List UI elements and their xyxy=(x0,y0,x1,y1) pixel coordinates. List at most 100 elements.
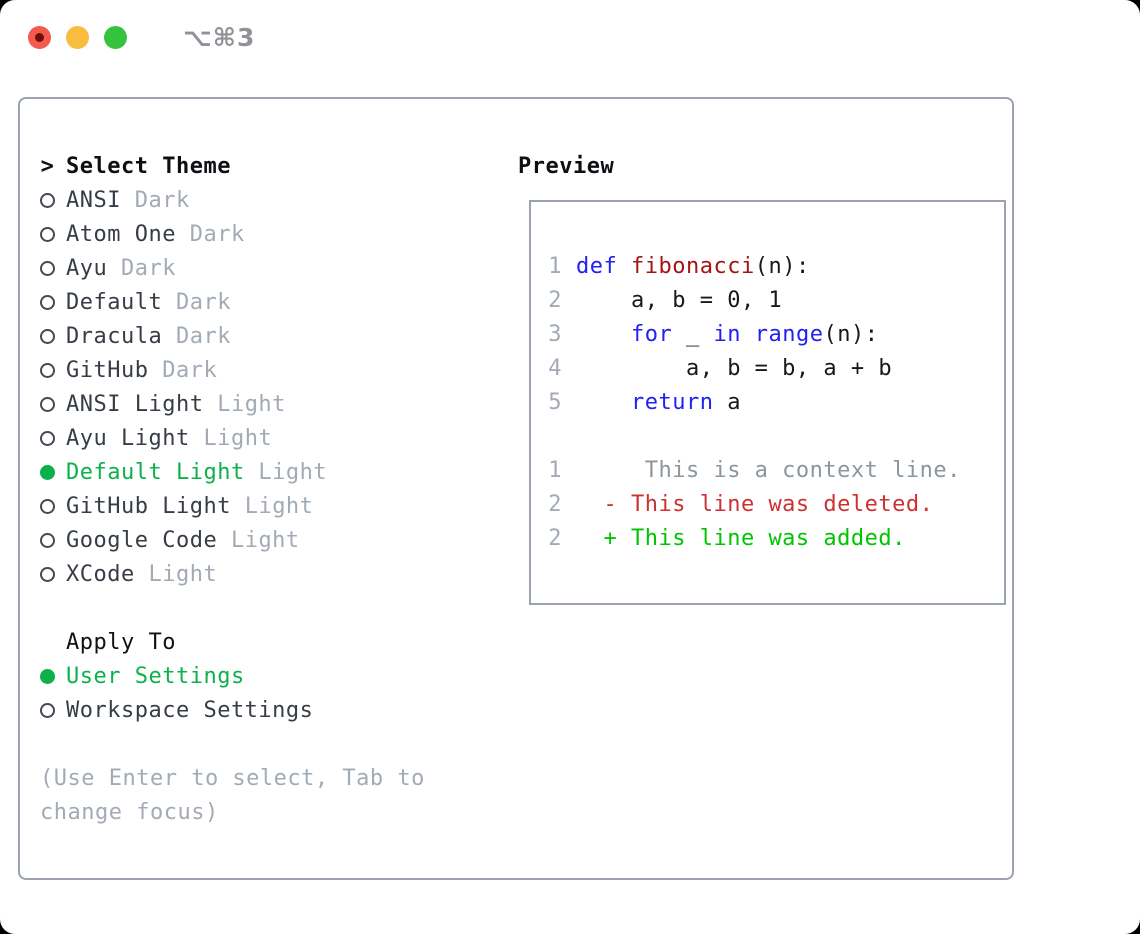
apply-to-list: User Settings Workspace Settings xyxy=(40,659,500,727)
apply-to-header: Apply To xyxy=(66,629,176,655)
close-button[interactable] xyxy=(28,25,51,49)
item-variant-label: Light xyxy=(134,561,218,587)
hint-line-2: change focus) xyxy=(40,799,219,825)
code-token: return xyxy=(630,390,714,415)
theme-option[interactable]: Atom One Dark xyxy=(40,217,500,251)
radio-unselected-icon xyxy=(40,294,55,310)
item-variant-label: Dark xyxy=(107,255,176,281)
titlebar: ⌥⌘3 xyxy=(28,23,255,52)
code-token xyxy=(576,492,604,517)
theme-menu-column: > Select Theme ANSI Dark Atom One Dark Ayu … xyxy=(40,149,500,829)
item-label: Dracula xyxy=(66,323,163,349)
item-label: GitHub xyxy=(66,357,149,383)
code-token: - This line was deleted. xyxy=(603,492,934,517)
keyboard-hint: (Use Enter to select, Tab to change focu… xyxy=(40,761,500,829)
code-token: This is a context line. xyxy=(576,458,961,483)
radio-unselected-icon xyxy=(40,498,55,514)
item-label: User Settings xyxy=(66,663,245,689)
code-token: (n): xyxy=(754,254,810,279)
item-variant-label: Dark xyxy=(148,357,218,383)
maximize-button[interactable] xyxy=(104,25,127,49)
radio-unselected-icon xyxy=(40,532,55,548)
code-token: for xyxy=(630,322,673,347)
code-token: + This line was added. xyxy=(603,526,906,551)
apply-to-option[interactable]: User Settings xyxy=(40,659,500,693)
select-theme-header-label: Select Theme xyxy=(66,153,231,179)
radio-selected-icon xyxy=(40,668,55,684)
item-label: Atom One xyxy=(66,221,176,247)
item-label: ANSI Light xyxy=(66,391,204,417)
item-variant-label: Dark xyxy=(162,289,231,315)
line-number: 2 xyxy=(548,492,562,517)
item-label: Google Code xyxy=(66,527,218,553)
item-label: XCode xyxy=(66,561,135,587)
line-number: 3 xyxy=(548,322,562,347)
code-line: 5 return a xyxy=(548,386,1004,420)
close-dot-icon xyxy=(35,32,44,42)
item-label: Ayu xyxy=(66,255,108,281)
code-token xyxy=(741,322,755,347)
radio-unselected-icon xyxy=(40,192,55,208)
theme-option[interactable]: Default Dark xyxy=(40,285,500,319)
line-number: 1 xyxy=(548,254,562,279)
line-number: 5 xyxy=(548,390,562,415)
code-line: 3 for _ in range(n): xyxy=(548,318,1004,352)
code-line: 2 - This line was deleted. xyxy=(548,488,1004,522)
theme-option[interactable]: Ayu Light Light xyxy=(40,421,500,455)
code-token: a xyxy=(713,390,741,415)
radio-unselected-icon xyxy=(40,226,55,242)
item-variant-label: Light xyxy=(203,391,286,417)
code-line: 4 a, b = b, a + b xyxy=(548,352,1004,386)
theme-picker-panel: > Select Theme ANSI Dark Atom One Dark Ayu … xyxy=(18,97,1014,880)
focus-caret-icon: > xyxy=(40,153,55,179)
code-line xyxy=(548,420,1004,454)
item-variant-label: Light xyxy=(189,425,273,451)
radio-unselected-icon xyxy=(40,430,55,446)
code-line: 2 + This line was added. xyxy=(548,522,1004,556)
radio-unselected-icon xyxy=(40,702,55,718)
theme-option[interactable]: GitHub Light Light xyxy=(40,489,500,523)
theme-option[interactable]: Google Code Light xyxy=(40,523,500,557)
spacer xyxy=(40,591,500,625)
code-token: a, b = 0, 1 xyxy=(576,288,783,313)
radio-unselected-icon xyxy=(40,362,55,378)
code-token: (n): xyxy=(823,322,879,347)
item-label: Ayu Light xyxy=(66,425,190,451)
item-variant-label: Dark xyxy=(120,187,190,213)
item-variant-label: Dark xyxy=(175,221,245,247)
radio-unselected-icon xyxy=(40,260,55,276)
hint-line-1: (Use Enter to select, Tab to xyxy=(40,765,425,791)
theme-option[interactable]: Dracula Dark xyxy=(40,319,500,353)
line-number: 4 xyxy=(548,356,562,381)
code-line: 1 This is a context line. xyxy=(548,454,1004,488)
code-line: 2 a, b = 0, 1 xyxy=(548,284,1004,318)
theme-option[interactable]: Default Light Light xyxy=(40,455,500,489)
code-token: a, b = b, a + b xyxy=(576,356,893,381)
apply-to-option[interactable]: Workspace Settings xyxy=(40,693,500,727)
code-token: range xyxy=(754,322,824,347)
theme-option[interactable]: GitHub Dark xyxy=(40,353,500,387)
theme-list: ANSI Dark Atom One Dark Ayu Dark Default Da… xyxy=(40,183,500,591)
code-token: fibonacci xyxy=(630,254,755,279)
code-token: def xyxy=(576,254,631,279)
line-number: 2 xyxy=(548,526,562,551)
item-label: Default xyxy=(66,289,163,315)
item-variant-label: Dark xyxy=(162,323,231,349)
radio-selected-icon xyxy=(40,464,55,480)
minimize-button[interactable] xyxy=(66,25,89,49)
radio-unselected-icon xyxy=(40,566,55,582)
item-label: Workspace Settings xyxy=(66,697,314,723)
code-line: 1 def fibonacci(n): xyxy=(548,250,1004,284)
code-token xyxy=(576,322,631,347)
code-token xyxy=(576,390,631,415)
theme-option[interactable]: Ayu Dark xyxy=(40,251,500,285)
code-token: _ xyxy=(672,322,714,347)
theme-option[interactable]: XCode Light xyxy=(40,557,500,591)
item-variant-label: Light xyxy=(230,493,314,519)
theme-option[interactable]: ANSI Light Light xyxy=(40,387,500,421)
theme-option[interactable]: ANSI Dark xyxy=(40,183,500,217)
